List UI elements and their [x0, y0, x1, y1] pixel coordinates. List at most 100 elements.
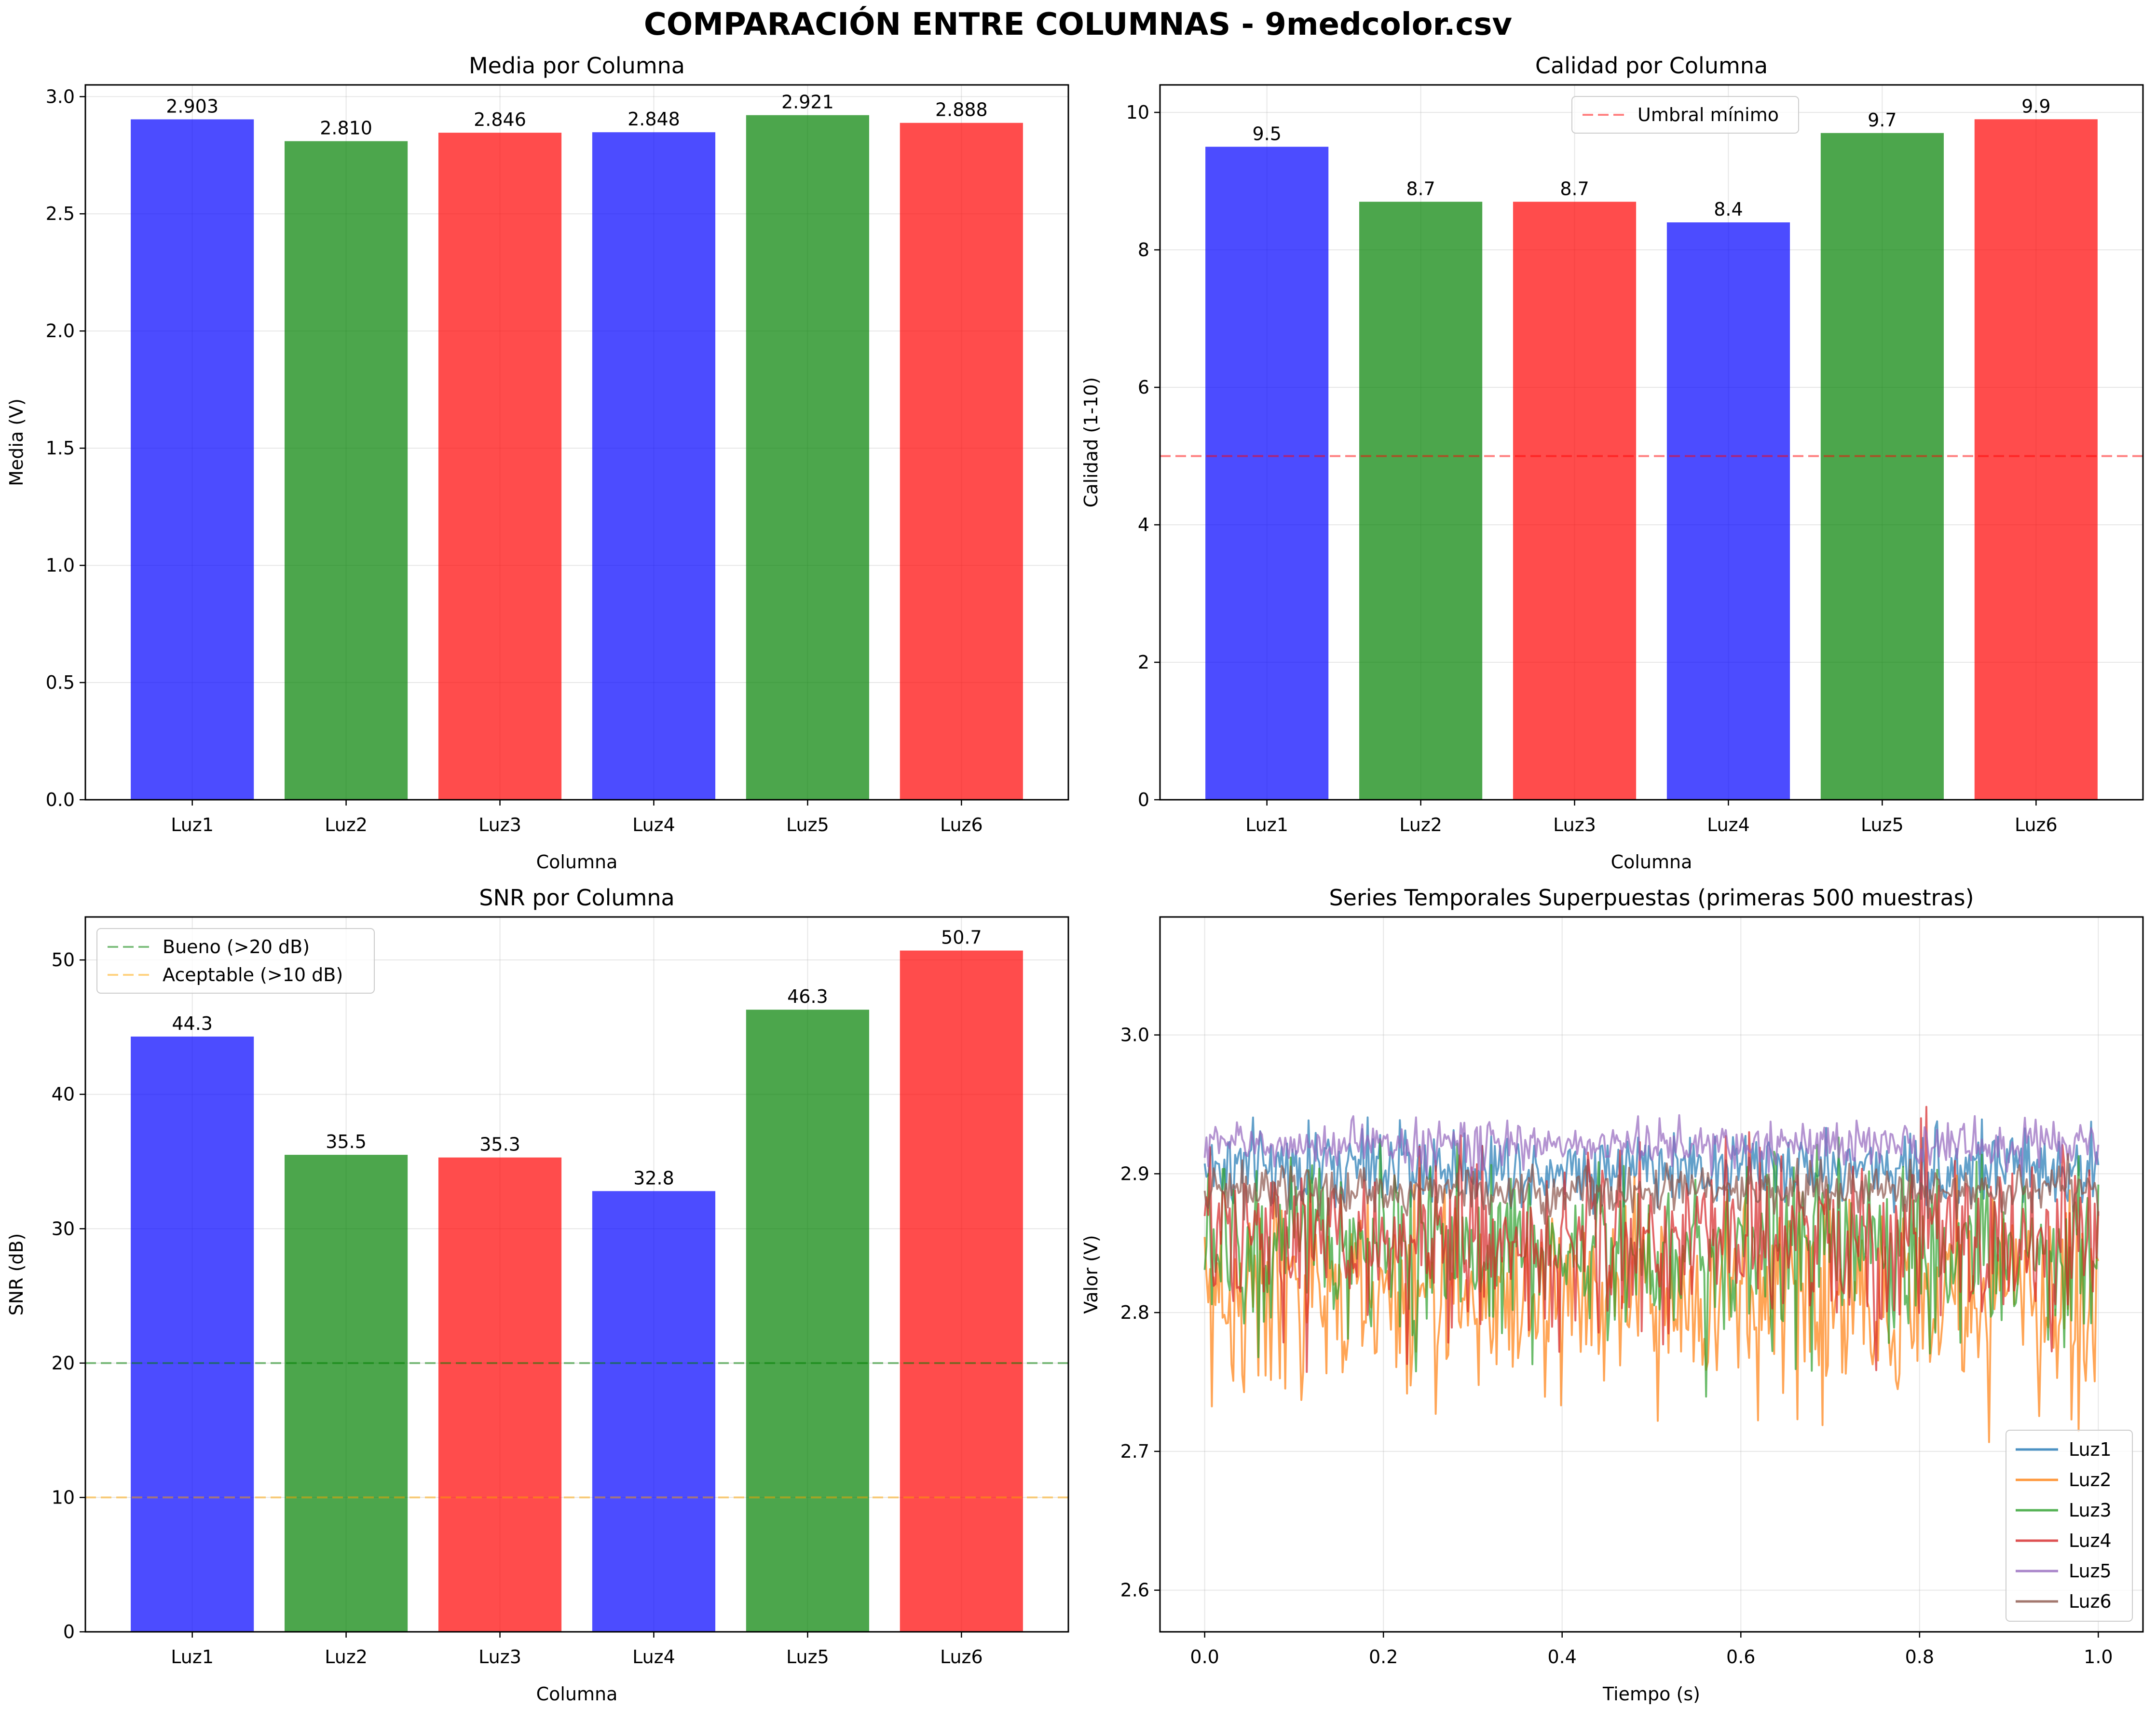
x-tick-label: Luz5: [786, 1646, 829, 1668]
bar-value-label: 32.8: [633, 1167, 674, 1189]
y-tick-label: 20: [52, 1353, 75, 1374]
legend: Umbral mínimo: [1571, 96, 1799, 134]
y-tick-label: 0.0: [46, 789, 75, 810]
legend-label: Aceptable (>10 dB): [163, 964, 343, 985]
x-tick-label: Luz2: [1399, 814, 1442, 835]
bar-luz3: [438, 1157, 562, 1632]
bar-luz1: [131, 1036, 254, 1632]
x-axis-label: Columna: [536, 851, 618, 873]
chart-title: Calidad por Columna: [1535, 53, 1768, 79]
y-axis-label: Calidad (1-10): [1080, 377, 1102, 507]
bar-luz4: [592, 132, 716, 800]
legend-label: Luz3: [2069, 1500, 2112, 1521]
x-tick-label: 0.4: [1548, 1646, 1577, 1668]
x-tick-label: Luz6: [2015, 814, 2058, 835]
chart-title: SNR por Columna: [479, 885, 674, 911]
bar-value-label: 8.7: [1406, 178, 1435, 199]
legend-label: Bueno (>20 dB): [163, 936, 310, 957]
figure-title: COMPARACIÓN ENTRE COLUMNAS - 9medcolor.c…: [643, 7, 1513, 42]
x-axis-label: Columna: [1611, 851, 1692, 873]
y-tick-label: 4: [1138, 514, 1149, 535]
y-tick-label: 3.0: [46, 86, 75, 107]
bar-value-label: 50.7: [941, 927, 982, 948]
x-tick-label: Luz3: [478, 814, 521, 835]
x-tick-label: Luz3: [478, 1646, 521, 1668]
chart-title: Series Temporales Superpuestas (primeras…: [1329, 885, 1974, 911]
bar-chart-2: 0 2 4 6 8 10 9.5 8.7 8.7 8.4 9.7 9.9 Luz1 Luz2 Luz3 Luz…: [1080, 53, 2144, 873]
series-line-luz5: [1203, 1114, 2100, 1177]
bar-value-label: 44.3: [172, 1013, 213, 1034]
legend: Luz1 Luz2 Luz3 Luz4 Luz5 Luz6: [2006, 1430, 2133, 1622]
bar-value-label: 2.848: [628, 109, 680, 130]
bar-luz3: [1513, 202, 1637, 800]
bar-luz5: [746, 115, 869, 800]
bar-luz6: [900, 123, 1023, 800]
line-chart-4: 2.6 2.7 2.8 2.9 3.0 0.0 0.2 0.4 0.6 0.8 1.0 Series …: [1080, 885, 2144, 1705]
bar-luz5: [1820, 133, 1944, 800]
axes-frame: [1159, 84, 2144, 801]
bar-value-label: 8.7: [1560, 178, 1589, 199]
bar-value-label: 35.5: [326, 1131, 367, 1152]
x-tick-label: Luz5: [786, 814, 829, 835]
axes-frame: [84, 916, 1069, 1633]
y-tick-label: 8: [1138, 239, 1149, 260]
legend-box: [1571, 96, 1799, 134]
x-tick-label: Luz1: [171, 814, 214, 835]
y-tick-label: 50: [52, 949, 75, 971]
bar-luz1: [131, 119, 254, 800]
x-tick-label: Luz2: [325, 1646, 368, 1668]
legend-label: Luz4: [2069, 1530, 2112, 1551]
y-tick-label: 2.8: [1120, 1302, 1149, 1323]
legend-label: Luz1: [2069, 1439, 2112, 1460]
legend: Bueno (>20 dB) Aceptable (>10 dB): [96, 928, 375, 994]
bar-chart-1: 0.0 0.5 1.0 1.5 2.0 2.5 3.0 2.903 2.810 2.846 2.84…: [6, 53, 1069, 873]
bar-value-label: 9.7: [1868, 109, 1897, 131]
chart-title: Media por Columna: [469, 53, 685, 79]
x-tick-label: Luz5: [1861, 814, 1904, 835]
series-line-luz6: [1203, 1153, 2100, 1225]
bar-value-label: 9.9: [2021, 96, 2050, 117]
bar-value-label: 2.888: [935, 99, 988, 121]
y-tick-label: 2.0: [46, 320, 75, 342]
bar-luz6: [900, 950, 1023, 1632]
y-tick-label: 2.6: [1120, 1580, 1149, 1601]
x-tick-label: 0.0: [1190, 1646, 1219, 1668]
y-tick-label: 0.5: [46, 672, 75, 693]
series-line-luz3: [1203, 1136, 2100, 1398]
bar-chart-3: 0 10 20 30 40 50 44.3 35.5 35.3 32.8 46.3 50.7 Luz1 L…: [6, 885, 1069, 1705]
x-tick-label: Luz2: [325, 814, 368, 835]
y-tick-label: 2.5: [46, 203, 75, 224]
y-tick-label: 10: [52, 1487, 75, 1508]
x-tick-label: 1.0: [2084, 1646, 2113, 1668]
y-tick-label: 0: [63, 1621, 75, 1642]
y-tick-label: 30: [52, 1218, 75, 1239]
y-axis-label: Media (V): [6, 398, 27, 486]
x-axis-label: Columna: [536, 1683, 618, 1705]
y-axis-label: SNR (dB): [6, 1233, 27, 1316]
bar-luz4: [1666, 222, 1790, 800]
bar-luz4: [592, 1191, 716, 1632]
x-tick-label: Luz3: [1553, 814, 1596, 835]
bar-value-label: 9.5: [1252, 123, 1281, 144]
bar-luz3: [438, 133, 562, 800]
y-tick-label: 0: [1138, 789, 1149, 810]
bar-value-label: 8.4: [1714, 199, 1743, 220]
x-tick-label: 0.2: [1369, 1646, 1398, 1668]
bar-value-label: 2.810: [320, 118, 372, 139]
x-tick-label: Luz4: [1707, 814, 1750, 835]
axes-frame: [1159, 916, 2144, 1633]
bar-luz5: [746, 1010, 869, 1632]
bar-luz1: [1205, 147, 1329, 800]
y-tick-label: 3.0: [1120, 1025, 1149, 1046]
x-axis-label: Tiempo (s): [1602, 1683, 1700, 1705]
series-line-luz4: [1203, 1106, 2100, 1373]
bar-value-label: 2.846: [474, 109, 526, 130]
legend-box: [2006, 1430, 2133, 1622]
bar-value-label: 2.903: [166, 96, 218, 117]
bar-luz6: [1974, 119, 2098, 800]
y-tick-label: 6: [1138, 377, 1149, 398]
bar-value-label: 2.921: [781, 92, 834, 113]
legend-label: Luz6: [2069, 1591, 2112, 1612]
x-tick-label: Luz1: [171, 1646, 214, 1668]
